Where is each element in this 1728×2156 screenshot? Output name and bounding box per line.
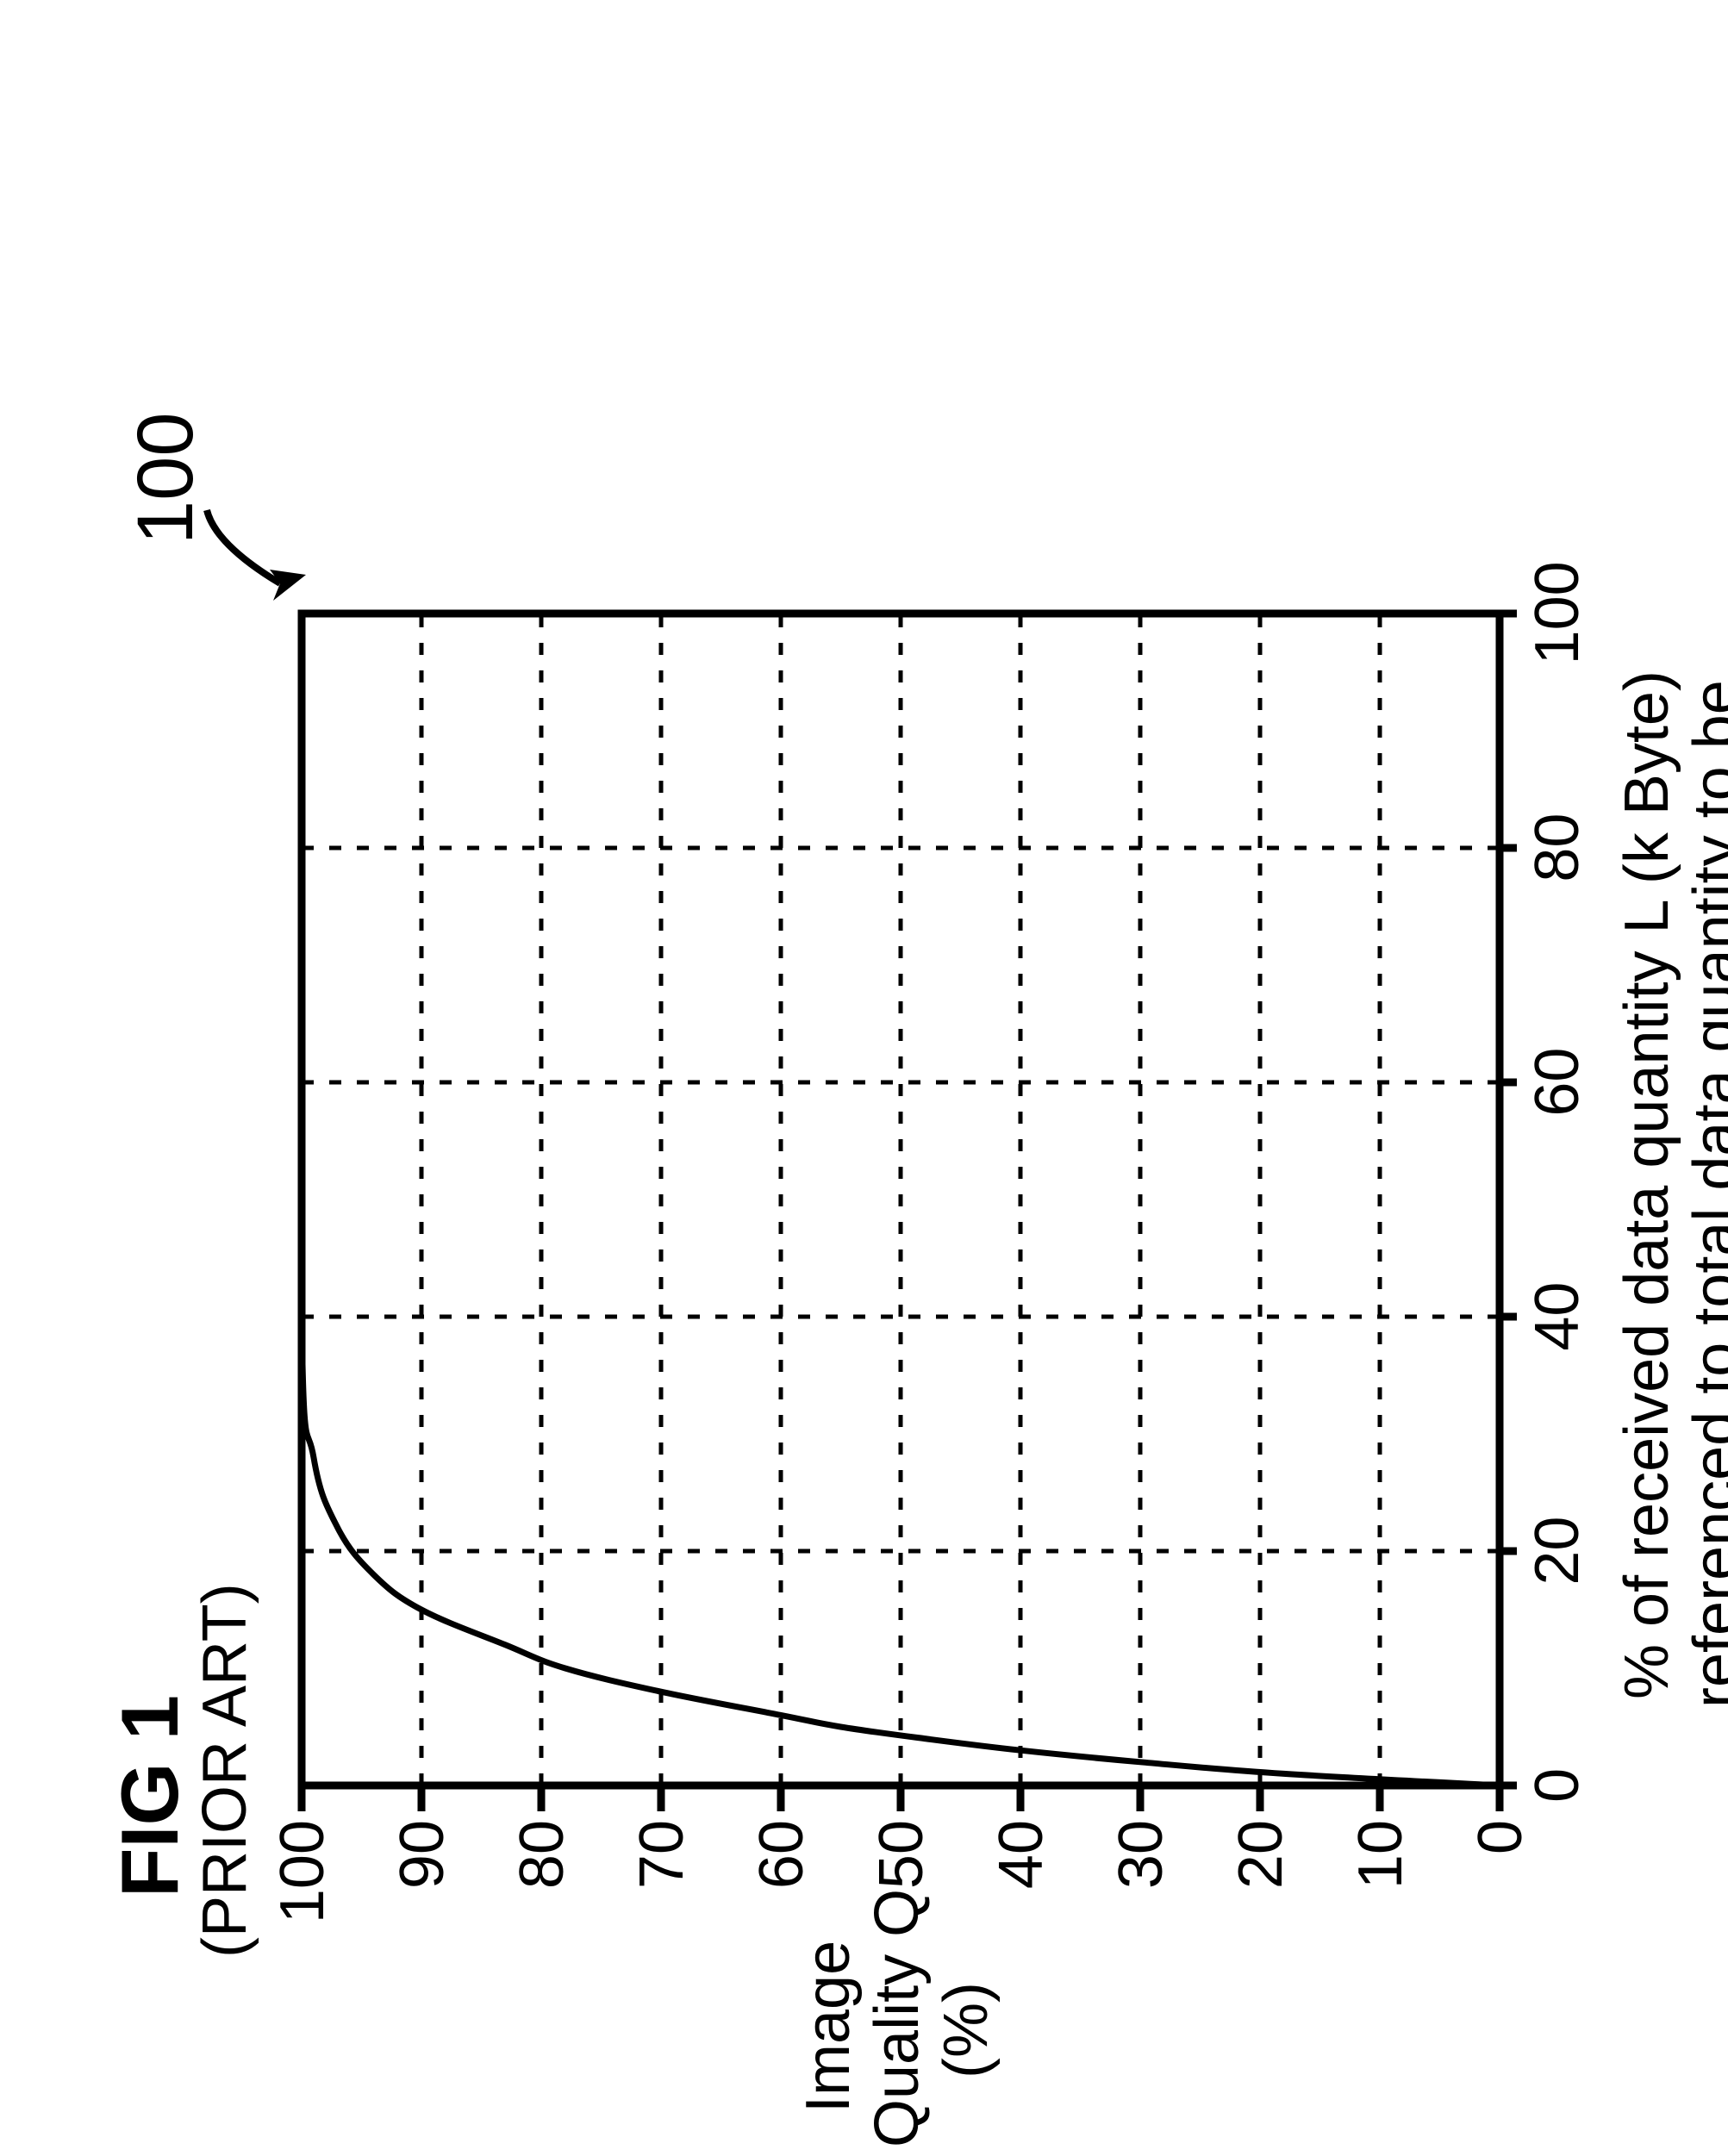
y-axis-title-line2: Quality Q [862,1889,933,2147]
y-tick-label: 80 [507,1820,577,1889]
y-tick-label: 70 [627,1820,697,1889]
y-tick-label: 90 [387,1820,458,1889]
x-tick-label: 60 [1522,1048,1593,1117]
y-axis-title-line3: (%) [931,1982,1001,2078]
y-tick-label: 40 [986,1820,1057,1889]
x-tick-label: 100 [1522,561,1593,664]
x-axis-title-line2: referenced to total data quantity to be [1681,680,1728,1708]
x-tick-label: 0 [1522,1768,1593,1803]
x-axis-title-line1: % of received data quantity L (k Byte) [1612,670,1682,1699]
y-axis-title-line1: Image [793,1941,864,2113]
y-tick-label: 10 [1345,1820,1416,1889]
x-tick-label: 20 [1522,1517,1593,1586]
y-tick-label: 0 [1465,1820,1536,1854]
x-tick-label: 40 [1522,1282,1593,1351]
x-tick-label: 80 [1522,813,1593,882]
y-tick-label: 100 [267,1820,338,1923]
y-tick-label: 20 [1226,1820,1296,1889]
y-tick-label: 50 [866,1820,937,1889]
y-tick-label: 30 [1106,1820,1176,1889]
y-tick-label: 60 [746,1820,817,1889]
